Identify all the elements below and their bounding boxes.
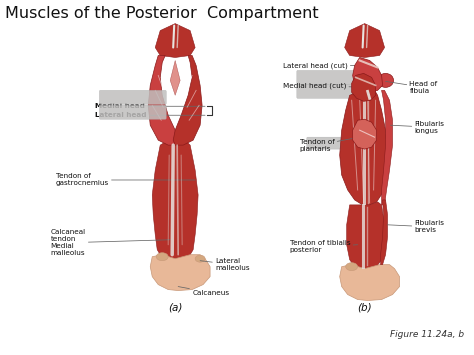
Text: (b): (b) bbox=[357, 302, 372, 312]
Text: Calcaneus: Calcaneus bbox=[178, 286, 229, 296]
Text: Tendon of
gastrocnemius: Tendon of gastrocnemius bbox=[55, 174, 195, 186]
Polygon shape bbox=[381, 200, 388, 265]
Text: (a): (a) bbox=[168, 302, 182, 312]
Polygon shape bbox=[352, 73, 375, 101]
Text: Head of
fibula: Head of fibula bbox=[385, 81, 438, 94]
Polygon shape bbox=[173, 55, 202, 145]
Polygon shape bbox=[345, 23, 384, 58]
FancyBboxPatch shape bbox=[100, 90, 166, 104]
Text: Lateral head (cut): Lateral head (cut) bbox=[283, 62, 368, 69]
Polygon shape bbox=[150, 255, 210, 290]
Polygon shape bbox=[346, 202, 384, 270]
Polygon shape bbox=[353, 119, 376, 149]
Polygon shape bbox=[170, 60, 180, 95]
Polygon shape bbox=[148, 55, 178, 145]
Text: Medial head (cut): Medial head (cut) bbox=[283, 82, 364, 89]
Ellipse shape bbox=[378, 73, 393, 87]
Text: Calcaneal
tendon
Medial
malleolus: Calcaneal tendon Medial malleolus bbox=[51, 229, 170, 256]
Text: Fibularis
brevis: Fibularis brevis bbox=[388, 220, 445, 233]
Text: Lateral
malleolus: Lateral malleolus bbox=[200, 258, 250, 271]
Polygon shape bbox=[340, 265, 400, 301]
Text: Lateral head: Lateral head bbox=[95, 112, 205, 118]
Text: Fibularis
longus: Fibularis longus bbox=[391, 121, 445, 134]
Polygon shape bbox=[353, 58, 383, 92]
Text: Muscles of the Posterior  Compartment: Muscles of the Posterior Compartment bbox=[5, 6, 319, 21]
Ellipse shape bbox=[156, 253, 168, 261]
Text: Figure 11.24a, b: Figure 11.24a, b bbox=[390, 331, 465, 339]
FancyBboxPatch shape bbox=[307, 137, 351, 149]
Polygon shape bbox=[382, 90, 392, 205]
FancyBboxPatch shape bbox=[100, 105, 166, 119]
Polygon shape bbox=[340, 90, 388, 205]
FancyBboxPatch shape bbox=[297, 84, 356, 98]
Text: Tendon of tibialis
posterior: Tendon of tibialis posterior bbox=[290, 240, 358, 253]
Ellipse shape bbox=[346, 263, 358, 271]
Polygon shape bbox=[152, 140, 198, 259]
Ellipse shape bbox=[195, 255, 205, 262]
FancyBboxPatch shape bbox=[297, 70, 356, 84]
Text: Medial head: Medial head bbox=[95, 103, 205, 109]
Text: Tendon of
plantaris: Tendon of plantaris bbox=[300, 137, 360, 152]
Polygon shape bbox=[155, 23, 195, 58]
